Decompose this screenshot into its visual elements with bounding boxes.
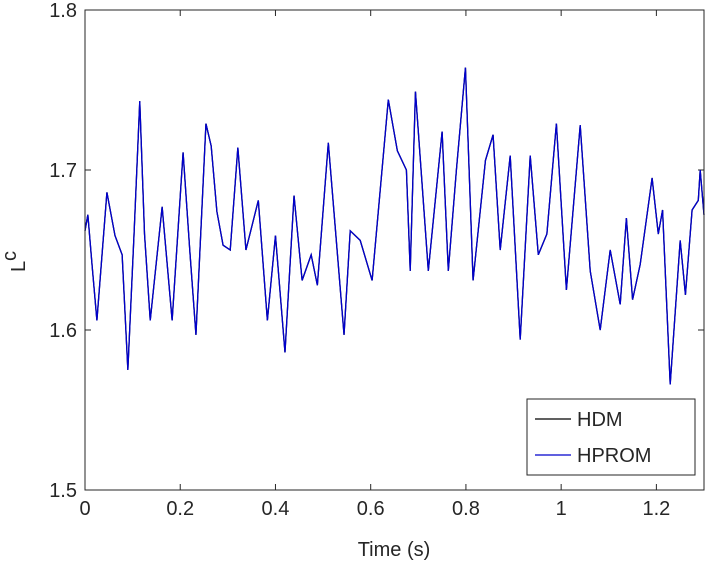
x-tick-label: 1 <box>556 498 567 520</box>
y-tick-label: 1.5 <box>49 480 77 502</box>
legend-label: HPROM <box>577 445 651 467</box>
x-tick-label: 0.8 <box>452 498 480 520</box>
legend-box <box>526 398 696 476</box>
y-axis-label: c <box>0 251 21 261</box>
y-axis-label-subscript: L <box>8 261 30 272</box>
x-axis-label: Time (s) <box>358 539 431 561</box>
line-series <box>84 67 705 385</box>
y-tick-label: 1.6 <box>49 320 77 342</box>
y-tick-label: 1.8 <box>49 0 77 22</box>
x-tick-label: 0.4 <box>262 498 290 520</box>
x-tick-label: 0.2 <box>166 498 194 520</box>
legend-label: HDM <box>577 409 623 431</box>
x-tick-label: 0.6 <box>357 498 385 520</box>
x-tick-label: 1.2 <box>642 498 670 520</box>
axes-box <box>84 9 705 491</box>
y-tick-label: 1.7 <box>49 160 77 182</box>
x-tick-label: 0 <box>79 498 90 520</box>
